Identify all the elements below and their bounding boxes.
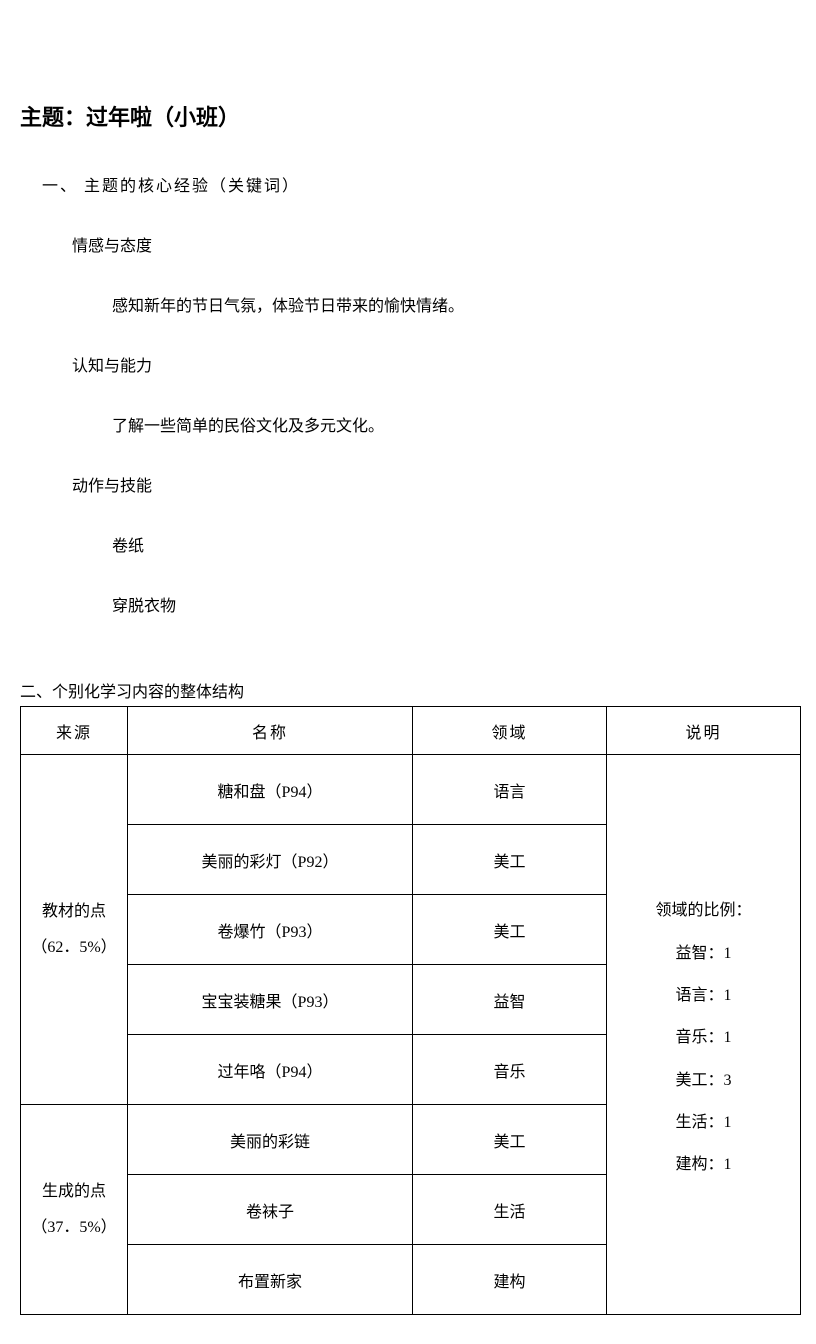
- section1-heading: 一、 主题的核心经验（关键词）: [20, 172, 796, 196]
- explain-item: 建构：1: [607, 1144, 800, 1186]
- section2-heading: 二、个别化学习内容的整体结构: [20, 678, 796, 702]
- th-source: 来源: [21, 707, 128, 755]
- domain-cell: 益智: [413, 965, 607, 1035]
- explain-item: 益智：1: [607, 933, 800, 975]
- domain-cell: 音乐: [413, 1035, 607, 1105]
- section1-sub-0: 情感与态度: [20, 232, 796, 256]
- name-cell: 卷袜子: [128, 1175, 413, 1245]
- explain-cell: 领域的比例： 益智：1 语言：1 音乐：1 美工：3 生活：1 建构：1: [607, 755, 801, 1315]
- explain-item: 生活：1: [607, 1102, 800, 1144]
- section1-line: 卷纸: [20, 532, 796, 556]
- explain-item: 美工：3: [607, 1060, 800, 1102]
- th-name: 名称: [128, 707, 413, 755]
- section1-line: 感知新年的节日气氛，体验节日带来的愉快情绪。: [20, 292, 796, 316]
- domain-cell: 美工: [413, 1105, 607, 1175]
- name-cell: 美丽的彩灯（P92）: [128, 825, 413, 895]
- page-title: 主题：过年啦（小班）: [20, 100, 796, 132]
- content-table: 来源 名称 领域 说明 教材的点 （62．5%） 糖和盘（P94） 语言 领域的…: [20, 706, 801, 1315]
- explain-item: 语言：1: [607, 975, 800, 1017]
- section1-line: 穿脱衣物: [20, 592, 796, 616]
- source-cell-1: 生成的点 （37．5%）: [21, 1105, 128, 1315]
- name-cell: 卷爆竹（P93）: [128, 895, 413, 965]
- name-cell: 过年咯（P94）: [128, 1035, 413, 1105]
- explain-item: 音乐：1: [607, 1017, 800, 1059]
- domain-cell: 建构: [413, 1245, 607, 1315]
- domain-cell: 语言: [413, 755, 607, 825]
- domain-cell: 生活: [413, 1175, 607, 1245]
- source-label: 教材的点: [21, 894, 127, 929]
- th-explain: 说明: [607, 707, 801, 755]
- source-label: （62．5%）: [21, 930, 127, 965]
- explain-head: 领域的比例：: [607, 890, 800, 932]
- name-cell: 糖和盘（P94）: [128, 755, 413, 825]
- section1-sub-2: 动作与技能: [20, 472, 796, 496]
- section1-sub-1: 认知与能力: [20, 352, 796, 376]
- domain-cell: 美工: [413, 895, 607, 965]
- section1-line: 了解一些简单的民俗文化及多元文化。: [20, 412, 796, 436]
- th-domain: 领域: [413, 707, 607, 755]
- name-cell: 布置新家: [128, 1245, 413, 1315]
- domain-cell: 美工: [413, 825, 607, 895]
- name-cell: 宝宝装糖果（P93）: [128, 965, 413, 1035]
- name-cell: 美丽的彩链: [128, 1105, 413, 1175]
- source-label: （37．5%）: [21, 1210, 127, 1245]
- source-cell-0: 教材的点 （62．5%）: [21, 755, 128, 1105]
- source-label: 生成的点: [21, 1174, 127, 1209]
